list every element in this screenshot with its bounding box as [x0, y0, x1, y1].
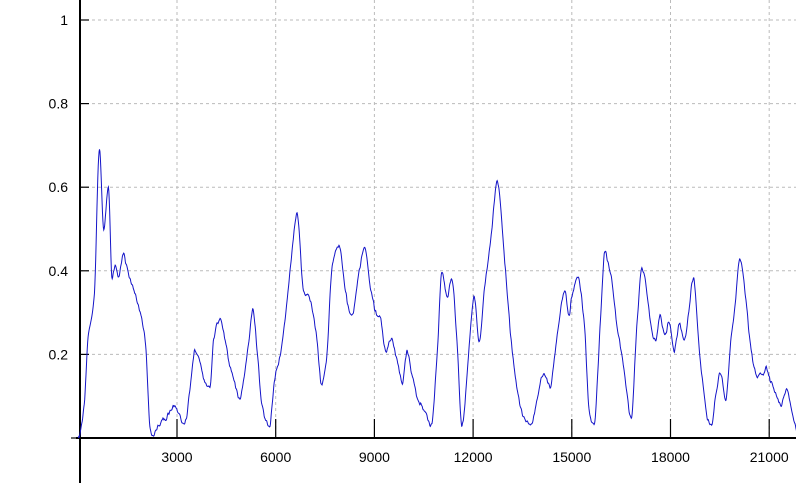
svg-text:1: 1 — [60, 12, 68, 28]
svg-text:15000: 15000 — [552, 449, 591, 465]
svg-text:12000: 12000 — [454, 449, 493, 465]
svg-text:0.2: 0.2 — [49, 346, 69, 362]
svg-text:21000: 21000 — [750, 449, 789, 465]
svg-text:18000: 18000 — [651, 449, 690, 465]
svg-text:0.6: 0.6 — [49, 179, 69, 195]
svg-text:0.8: 0.8 — [49, 96, 69, 112]
svg-text:6000: 6000 — [260, 449, 291, 465]
svg-text:9000: 9000 — [359, 449, 390, 465]
svg-text:0.4: 0.4 — [49, 263, 69, 279]
svg-text:3000: 3000 — [161, 449, 192, 465]
